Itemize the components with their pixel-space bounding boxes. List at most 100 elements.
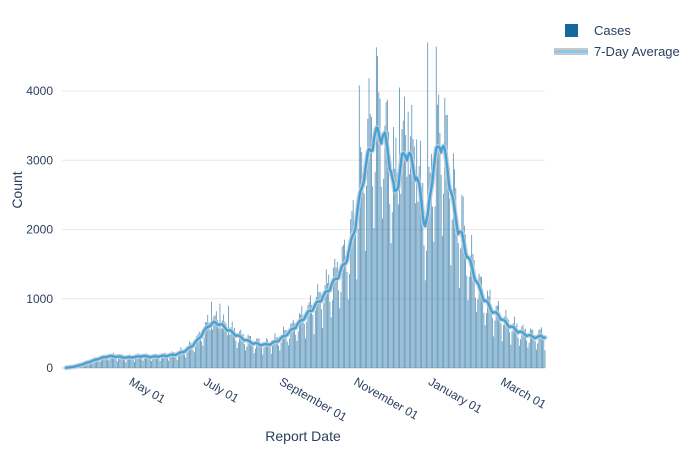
cases-bar[interactable] [507, 319, 509, 368]
cases-bar[interactable] [311, 304, 313, 368]
cases-bar[interactable] [115, 357, 117, 368]
cases-bar[interactable] [246, 346, 248, 368]
cases-bar[interactable] [109, 358, 111, 368]
cases-bar[interactable] [129, 354, 130, 368]
cases-bar[interactable] [461, 194, 463, 368]
cases-bar[interactable] [190, 343, 192, 368]
cases-bar[interactable] [255, 348, 256, 368]
cases-bar[interactable] [218, 328, 220, 368]
cases-bar[interactable] [417, 201, 419, 368]
cases-bar[interactable] [220, 328, 222, 368]
cases-bar[interactable] [152, 359, 154, 368]
cases-bar[interactable] [347, 299, 349, 368]
cases-bar[interactable] [542, 336, 543, 368]
cases-bar[interactable] [187, 347, 189, 368]
cases-bar[interactable] [317, 284, 319, 368]
cases-bar[interactable] [371, 116, 372, 369]
cases-bar[interactable] [518, 345, 520, 368]
cases-bar[interactable] [262, 354, 264, 368]
cases-bar[interactable] [230, 327, 232, 368]
cases-bar[interactable] [430, 154, 432, 368]
cases-bar[interactable] [323, 303, 325, 368]
cases-bar[interactable] [200, 333, 201, 368]
cases-bar[interactable] [449, 198, 451, 368]
cases-bar[interactable] [336, 261, 338, 368]
cases-bar[interactable] [456, 218, 458, 368]
cases-bar[interactable] [324, 285, 326, 368]
cases-bar[interactable] [98, 360, 100, 368]
cases-bar[interactable] [286, 341, 288, 368]
cases-bar[interactable] [295, 334, 297, 368]
cases-bar[interactable] [472, 253, 474, 368]
cases-bar[interactable] [158, 357, 160, 368]
cases-bar[interactable] [460, 248, 462, 368]
cases-bar[interactable] [261, 346, 262, 368]
cases-bar[interactable] [142, 360, 144, 368]
cases-bar[interactable] [404, 96, 405, 368]
cases-bar[interactable] [526, 340, 528, 368]
cases-bar[interactable] [104, 354, 106, 368]
cases-bar[interactable] [441, 235, 443, 368]
cases-bar[interactable] [428, 166, 430, 368]
cases-bar[interactable] [245, 350, 247, 368]
cases-bar[interactable] [345, 255, 347, 368]
cases-bar[interactable] [179, 352, 181, 368]
cases-bar[interactable] [532, 329, 534, 368]
cases-bar[interactable] [169, 356, 171, 368]
cases-bar[interactable] [521, 326, 523, 368]
cases-bar[interactable] [481, 276, 482, 368]
cases-bar[interactable] [164, 352, 166, 368]
cases-bar[interactable] [162, 353, 163, 368]
cases-bar[interactable] [236, 347, 238, 368]
cases-bar[interactable] [217, 320, 218, 368]
legend-item-cases[interactable]: Cases [553, 22, 680, 38]
cases-bar[interactable] [148, 354, 150, 368]
cases-bar[interactable] [473, 260, 475, 368]
cases-bar[interactable] [496, 305, 498, 368]
cases-bar[interactable] [180, 347, 182, 368]
cases-bar[interactable] [536, 349, 537, 368]
cases-bar[interactable] [366, 185, 367, 368]
cases-bar[interactable] [242, 333, 244, 368]
cases-bar[interactable] [136, 355, 138, 368]
cases-bar[interactable] [372, 186, 374, 368]
cases-bar[interactable] [373, 228, 375, 368]
cases-bar[interactable] [412, 139, 414, 368]
cases-bar[interactable] [237, 342, 239, 368]
cases-bar[interactable] [319, 291, 321, 368]
cases-bar[interactable] [350, 219, 352, 368]
cases-bar[interactable] [143, 358, 145, 368]
cases-bar[interactable] [277, 337, 278, 368]
cases-bar[interactable] [284, 330, 286, 368]
cases-bar[interactable] [252, 346, 254, 368]
cases-bar[interactable] [483, 312, 485, 368]
cases-bar[interactable] [344, 239, 345, 368]
cases-bar[interactable] [124, 358, 126, 368]
cases-bar[interactable] [479, 276, 481, 368]
cases-bar[interactable] [239, 331, 240, 368]
cases-bar[interactable] [257, 338, 259, 368]
cases-bar[interactable] [102, 355, 104, 368]
cases-bar[interactable] [174, 354, 176, 368]
cases-bar[interactable] [278, 345, 280, 368]
cases-bar[interactable] [178, 355, 179, 368]
cases-bar[interactable] [223, 314, 225, 369]
cases-bar[interactable] [374, 171, 376, 368]
cases-bar[interactable] [308, 302, 310, 368]
cases-bar[interactable] [101, 359, 102, 368]
cases-bar[interactable] [198, 331, 200, 368]
cases-bar[interactable] [426, 250, 427, 368]
cases-bar[interactable] [341, 246, 343, 368]
cases-bar[interactable] [146, 353, 148, 368]
cases-bar[interactable] [147, 355, 149, 368]
cases-bar[interactable] [408, 174, 410, 368]
cases-bar[interactable] [462, 196, 464, 368]
cases-bar[interactable] [215, 311, 217, 368]
cases-bar[interactable] [224, 321, 226, 368]
cases-bar[interactable] [107, 358, 108, 368]
cases-bar[interactable] [411, 104, 413, 368]
cases-bar[interactable] [510, 344, 512, 368]
cases-bar[interactable] [90, 362, 91, 368]
cases-bar[interactable] [488, 296, 490, 368]
cases-bar[interactable] [422, 182, 424, 368]
